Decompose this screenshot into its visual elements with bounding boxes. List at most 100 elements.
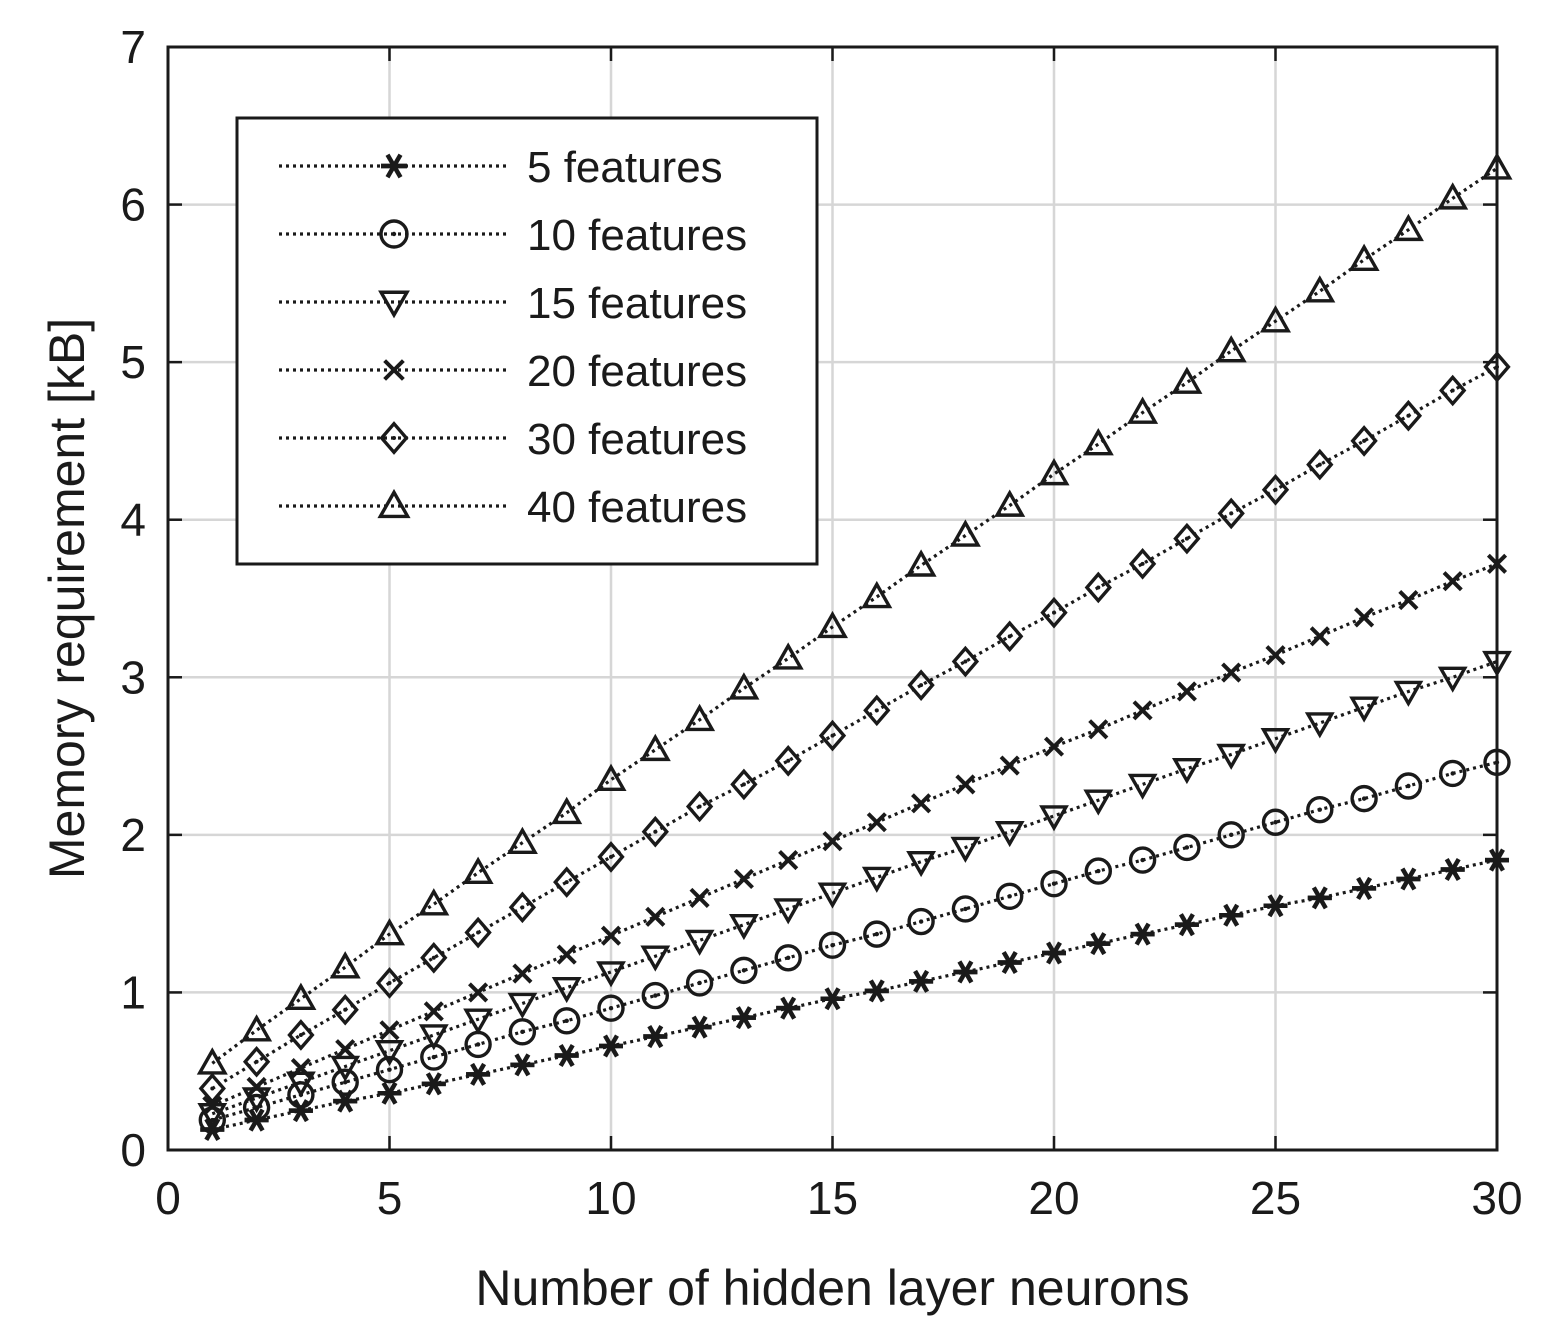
data-point-30-features — [331, 993, 359, 1026]
data-point-15-features — [285, 1071, 316, 1098]
data-point-10-features — [1394, 772, 1423, 800]
legend-marker-15-features — [378, 290, 410, 319]
data-point-10-features — [1350, 784, 1378, 813]
data-point-20-features — [1309, 626, 1330, 647]
series-line-40-features — [211, 166, 1498, 1065]
data-point-15-features — [374, 1040, 405, 1067]
data-point-30-features — [553, 866, 581, 898]
data-point-15-features — [1304, 712, 1335, 739]
data-point-40-features — [551, 796, 583, 825]
data-point-40-features — [949, 519, 981, 547]
data-point-15-features — [1127, 773, 1158, 800]
y-tick-label: 4 — [120, 494, 146, 546]
data-point-40-features — [1348, 243, 1380, 272]
data-point-15-features — [1393, 680, 1424, 707]
data-point-20-features — [822, 831, 843, 852]
legend-item: 30 features — [279, 415, 747, 464]
data-point-5-features — [1086, 932, 1111, 956]
data-point-15-features — [1437, 666, 1468, 693]
data-point-20-features — [202, 1095, 223, 1116]
data-point-30-features — [863, 694, 891, 727]
data-point-15-features — [994, 821, 1025, 848]
data-point-5-features — [953, 960, 978, 984]
data-point-10-features — [996, 882, 1024, 911]
data-point-15-features — [684, 929, 715, 956]
x-tick-label: 0 — [155, 1172, 181, 1224]
y-tick-label: 2 — [120, 809, 146, 861]
data-point-20-features — [1043, 736, 1065, 757]
data-point-30-features — [774, 744, 802, 777]
data-point-10-features — [730, 956, 758, 985]
series-line-10-features — [211, 760, 1498, 1122]
legend-item: 40 features — [279, 483, 747, 532]
data-point-20-features — [955, 774, 976, 795]
data-point-15-features — [1039, 805, 1069, 832]
data-point-5-features — [1263, 894, 1288, 918]
data-point-30-features — [685, 790, 714, 823]
data-point-30-features — [508, 891, 537, 924]
data-point-5-features — [1042, 941, 1066, 965]
data-point-30-features — [818, 719, 847, 752]
data-point-40-features — [639, 733, 671, 762]
y-axis-title: Memory requirement [kB] — [39, 318, 95, 879]
y-tick-label: 3 — [120, 651, 146, 703]
legend-label: 15 features — [527, 279, 747, 328]
data-point-5-features — [1396, 867, 1421, 891]
data-point-40-features — [1392, 213, 1424, 242]
data-point-30-features — [597, 841, 625, 873]
data-point-40-features — [241, 1014, 273, 1042]
tick-labels: 0 5 10 15 20 25 30 0 1 2 3 4 5 6 7 — [120, 21, 1522, 1224]
data-point-20-features — [1442, 571, 1463, 592]
data-point-20-features — [1132, 700, 1153, 721]
data-point-20-features — [911, 793, 932, 814]
data-point-5-features — [1440, 858, 1465, 882]
data-point-40-features — [506, 826, 538, 855]
data-point-30-features — [1040, 596, 1068, 629]
data-point-40-features — [728, 672, 760, 700]
data-point-40-features — [1171, 366, 1203, 394]
data-point-30-features — [1128, 548, 1157, 580]
data-point-10-features — [951, 895, 980, 923]
data-point-30-features — [287, 1019, 315, 1051]
data-point-15-features — [463, 1008, 494, 1035]
legend-marker-20-features — [383, 359, 405, 381]
data-point-10-features — [685, 969, 714, 997]
data-point-15-features — [817, 882, 848, 909]
data-point-30-features — [1350, 425, 1378, 457]
data-point-30-features — [1439, 374, 1467, 407]
data-point-10-features — [597, 994, 625, 1022]
data-point-30-features — [907, 669, 935, 701]
data-point-15-features — [551, 977, 582, 1004]
data-point-10-features — [1261, 808, 1290, 836]
data-point-20-features — [1221, 662, 1242, 683]
data-point-10-features — [774, 944, 802, 972]
data-point-40-features — [994, 489, 1026, 517]
data-point-10-features — [375, 1055, 404, 1084]
data-point-30-features — [420, 941, 448, 974]
data-point-20-features — [1265, 645, 1286, 666]
data-point-20-features — [1176, 681, 1197, 702]
data-point-40-features — [1259, 305, 1292, 333]
data-point-30-features — [951, 645, 980, 678]
data-point-5-features — [466, 1062, 491, 1086]
data-point-40-features — [1437, 182, 1469, 210]
y-tick-label: 0 — [120, 1124, 146, 1176]
data-point-15-features — [330, 1055, 361, 1082]
data-point-5-features — [599, 1034, 623, 1058]
data-point-30-features — [1173, 522, 1201, 555]
data-point-10-features — [1438, 759, 1467, 788]
data-point-30-features — [1261, 473, 1290, 506]
data-point-10-features — [331, 1068, 359, 1096]
y-tick-label: 6 — [120, 179, 146, 231]
legend-label: 10 features — [527, 211, 747, 260]
data-point-20-features — [689, 887, 710, 908]
legend-marker-5-features — [381, 153, 407, 179]
data-point-30-features — [464, 916, 492, 949]
data-point-15-features — [418, 1024, 449, 1051]
data-point-20-features — [468, 982, 489, 1003]
data-point-5-features — [288, 1099, 313, 1123]
data-point-5-features — [820, 987, 845, 1011]
series-line-20-features — [211, 562, 1498, 1108]
data-point-30-features — [375, 967, 404, 999]
legend-marker-40-features — [377, 488, 411, 519]
